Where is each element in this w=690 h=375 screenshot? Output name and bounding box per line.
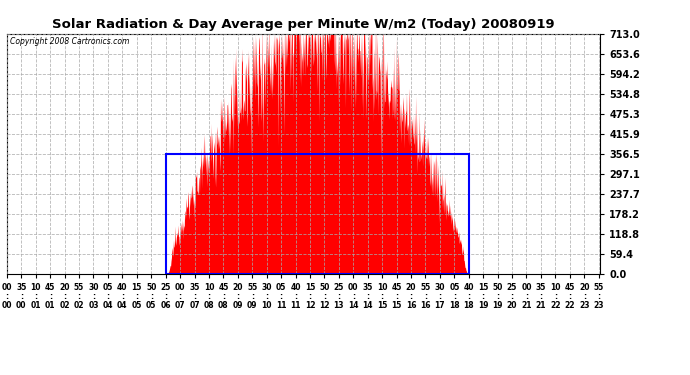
Bar xyxy=(166,154,469,274)
Text: Copyright 2008 Cartronics.com: Copyright 2008 Cartronics.com xyxy=(10,38,129,46)
Title: Solar Radiation & Day Average per Minute W/m2 (Today) 20080919: Solar Radiation & Day Average per Minute… xyxy=(52,18,555,31)
